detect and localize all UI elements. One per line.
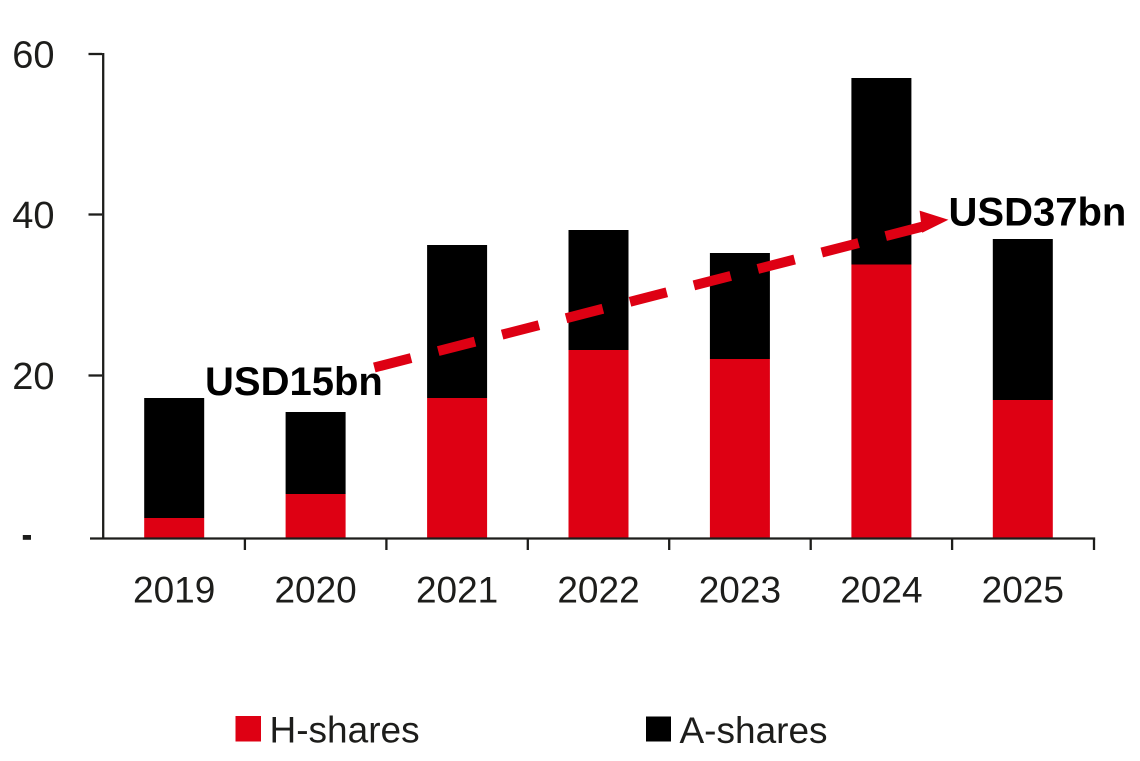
svg-text:40: 40 [12, 195, 54, 237]
svg-text:2024: 2024 [840, 570, 922, 611]
svg-text:2025: 2025 [982, 570, 1064, 611]
svg-text:20: 20 [12, 356, 54, 398]
svg-text:2023: 2023 [699, 570, 781, 611]
svg-text:USD37bn: USD37bn [949, 191, 1127, 235]
svg-text:2019: 2019 [133, 570, 215, 611]
svg-text:2020: 2020 [274, 570, 356, 611]
svg-text:H-shares: H-shares [270, 710, 420, 751]
svg-text:60: 60 [12, 35, 54, 77]
svg-text:A-shares: A-shares [680, 710, 828, 751]
svg-text:2022: 2022 [557, 570, 639, 611]
svg-text:USD15bn: USD15bn [205, 360, 383, 404]
svg-text:2021: 2021 [416, 570, 498, 611]
